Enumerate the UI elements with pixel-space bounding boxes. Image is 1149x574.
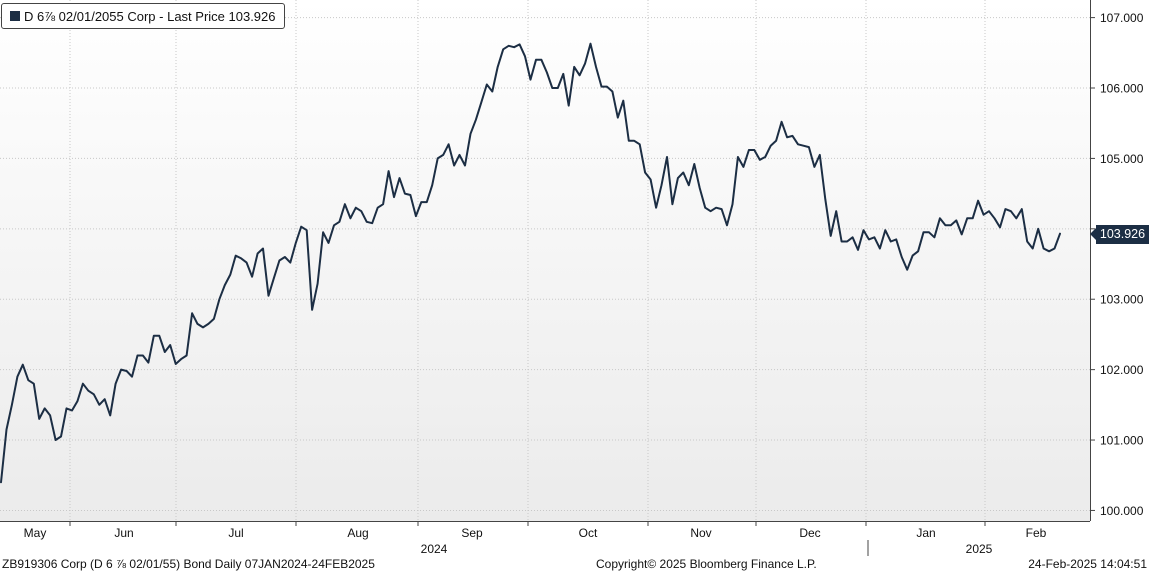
x-month-label: May [24, 526, 47, 540]
x-month-label: Jan [916, 526, 935, 540]
y-tick-label: 103.000 [1100, 293, 1144, 307]
x-axis-ticks: May Jun Jul Aug Sep Oct Nov Dec Jan Feb 2024 2025 [24, 521, 1047, 556]
last-price-badge: 103.926 [1096, 224, 1149, 244]
x-month-label: Feb [1026, 526, 1047, 540]
plot-area [0, 0, 1090, 521]
y-tick-label: 102.000 [1100, 363, 1144, 377]
series-line [0, 42, 1061, 484]
x-month-label: Dec [799, 526, 820, 540]
last-price-pointer [1090, 227, 1097, 242]
y-tick-label: 107.000 [1100, 11, 1144, 25]
y-tick-label: 106.000 [1100, 82, 1144, 96]
axes [0, 0, 1091, 522]
y-axis-ticks: 100.000101.000102.000103.000104.000105.0… [1090, 11, 1144, 518]
x-year-label: 2025 [966, 542, 993, 556]
legend-label: D 6⅞ 02/01/2055 Corp - Last Price 103.92… [24, 8, 276, 24]
footer-security-info: ZB919306 Corp (D 6 ⅞ 02/01/55) Bond Dail… [2, 557, 375, 571]
legend-swatch [10, 11, 20, 21]
legend: D 6⅞ 02/01/2055 Corp - Last Price 103.92… [1, 3, 285, 29]
y-tick-label: 100.000 [1100, 504, 1144, 518]
x-month-label: Aug [347, 526, 368, 540]
x-month-label: Nov [690, 526, 711, 540]
x-year-label: 2024 [421, 542, 448, 556]
x-month-label: Jun [114, 526, 133, 540]
x-month-label: Oct [579, 526, 598, 540]
x-month-label: Sep [461, 526, 483, 540]
y-tick-label: 105.000 [1100, 152, 1144, 166]
x-month-label: Jul [228, 526, 243, 540]
footer-timestamp: 24-Feb-2025 14:04:51 [1028, 557, 1147, 571]
footer-copyright: Copyright© 2025 Bloomberg Finance L.P. [596, 557, 817, 571]
y-tick-label: 101.000 [1100, 434, 1144, 448]
